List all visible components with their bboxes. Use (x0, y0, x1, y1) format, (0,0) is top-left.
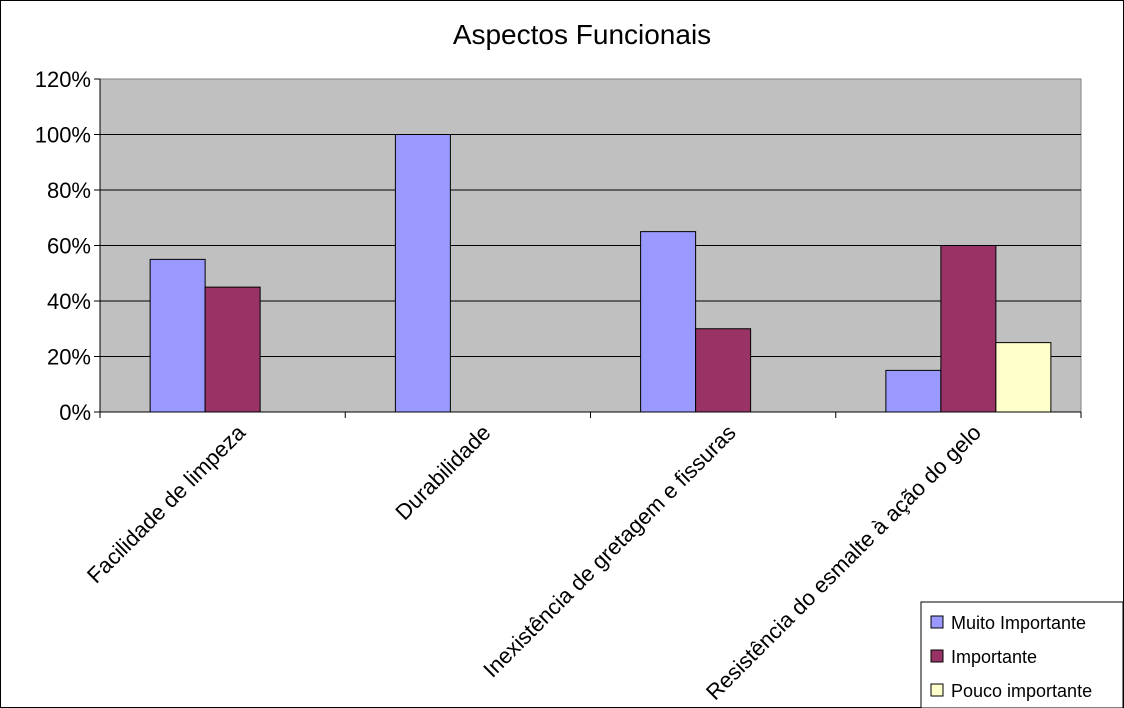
y-tick-label: 20% (47, 345, 91, 370)
bar-importante (940, 245, 997, 413)
legend-box (920, 601, 1124, 708)
bar-muito-importante (394, 134, 451, 413)
bar-pouco-importante (995, 342, 1052, 413)
legend: Muito Importante Importante Pouco importan… (920, 601, 1124, 708)
y-tick-label: 120% (35, 67, 91, 92)
legend-swatch (930, 615, 944, 629)
y-axis: 0% 20% 40% 60% 80% 100% 120% (35, 67, 101, 425)
bar-importante (204, 286, 261, 413)
y-tick-label: 80% (47, 178, 91, 203)
y-tick-label: 0% (59, 400, 91, 425)
legend-label: Pouco importante (951, 681, 1092, 701)
y-tick-label: 40% (47, 289, 91, 314)
legend-label: Muito Importante (951, 613, 1086, 633)
legend-label: Importante (951, 647, 1037, 667)
chart-title: Aspectos Funcionais (453, 19, 711, 50)
bar-muito-importante (885, 369, 942, 413)
y-tick-label: 60% (47, 234, 91, 259)
bar-importante (695, 328, 752, 413)
bar-muito-importante (149, 258, 206, 413)
y-tick-label: 100% (35, 123, 91, 148)
legend-swatch (930, 683, 944, 697)
bars (149, 134, 1052, 413)
bar-muito-importante (640, 231, 697, 413)
legend-swatch (930, 649, 944, 663)
grid-lines (100, 134, 1081, 357)
